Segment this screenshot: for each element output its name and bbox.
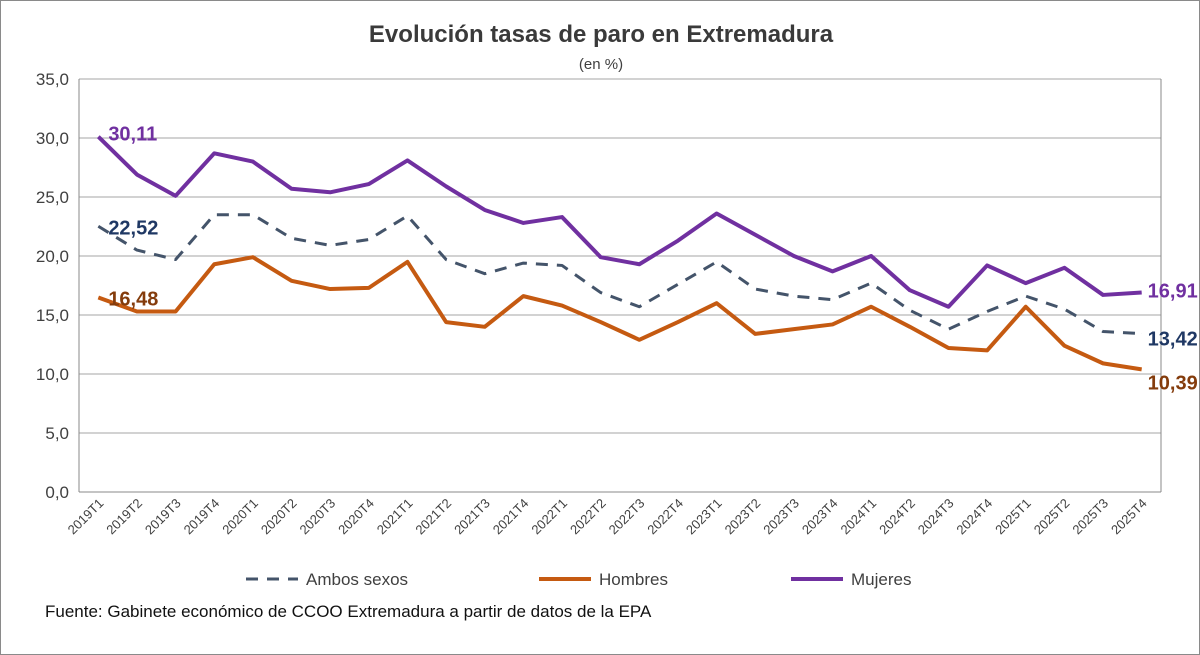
y-tick-label: 25,0 [36,188,69,207]
y-tick-label: 35,0 [36,70,69,89]
x-tick-label: 2023T1 [683,496,725,538]
x-tick-label: 2022T2 [567,496,609,538]
x-tick-label: 2020T3 [297,496,339,538]
x-tick-label: 2021T1 [374,496,416,538]
legend-label: Mujeres [851,570,911,589]
x-tick-label: 2023T3 [760,496,802,538]
x-tick-label: 2019T4 [181,496,223,538]
first-data-label: 16,48 [108,289,158,311]
x-tick-label: 2020T2 [258,496,300,538]
y-tick-label: 10,0 [36,365,69,384]
x-tick-label: 2021T2 [412,496,454,538]
last-data-label: 16,91 [1148,280,1198,302]
x-tick-label: 2025T1 [992,496,1034,538]
series-line-ambos-sexos [97,213,1142,336]
y-tick-label: 0,0 [45,483,69,502]
x-tick-label: 2023T4 [799,496,841,538]
source-note: Fuente: Gabinete económico de CCOO Extre… [45,602,652,621]
x-tick-label: 2020T4 [335,496,377,538]
x-tick-label: 2021T4 [490,496,532,538]
x-tick-label: 2022T1 [528,496,570,538]
y-tick-label: 5,0 [45,424,69,443]
x-tick-label: 2019T2 [103,496,145,538]
x-tick-label: 2023T2 [722,496,764,538]
legend-label: Ambos sexos [306,570,408,589]
x-tick-label: 2025T3 [1069,496,1111,538]
x-tick-label: 2022T4 [644,496,686,538]
x-tick-label: 2024T4 [953,496,995,538]
legend-label: Hombres [599,570,668,589]
first-data-label: 22,52 [108,217,158,239]
x-tick-label: 2024T1 [838,496,880,538]
series-line-mujeres [96,135,1142,309]
last-data-label: 10,39 [1148,372,1198,394]
x-tick-label: 2021T3 [451,496,493,538]
y-tick-label: 20,0 [36,247,69,266]
x-tick-label: 2020T1 [219,496,261,538]
x-tick-label: 2022T3 [606,496,648,538]
y-tick-label: 30,0 [36,129,69,148]
y-tick-label: 15,0 [36,306,69,325]
x-tick-label: 2024T3 [915,496,957,538]
last-data-label: 13,42 [1148,329,1198,351]
series-line-hombres [97,255,1142,372]
x-tick-label: 2019T1 [65,496,107,538]
x-tick-label: 2025T2 [1031,496,1073,538]
x-tick-label: 2024T2 [876,496,918,538]
x-tick-label: 2025T4 [1108,496,1150,538]
chart-title: Evolución tasas de paro en Extremadura [368,21,834,48]
chart-subtitle: (en %) [578,56,624,73]
x-tick-label: 2019T3 [142,496,184,538]
first-data-label: 30,11 [108,124,157,146]
